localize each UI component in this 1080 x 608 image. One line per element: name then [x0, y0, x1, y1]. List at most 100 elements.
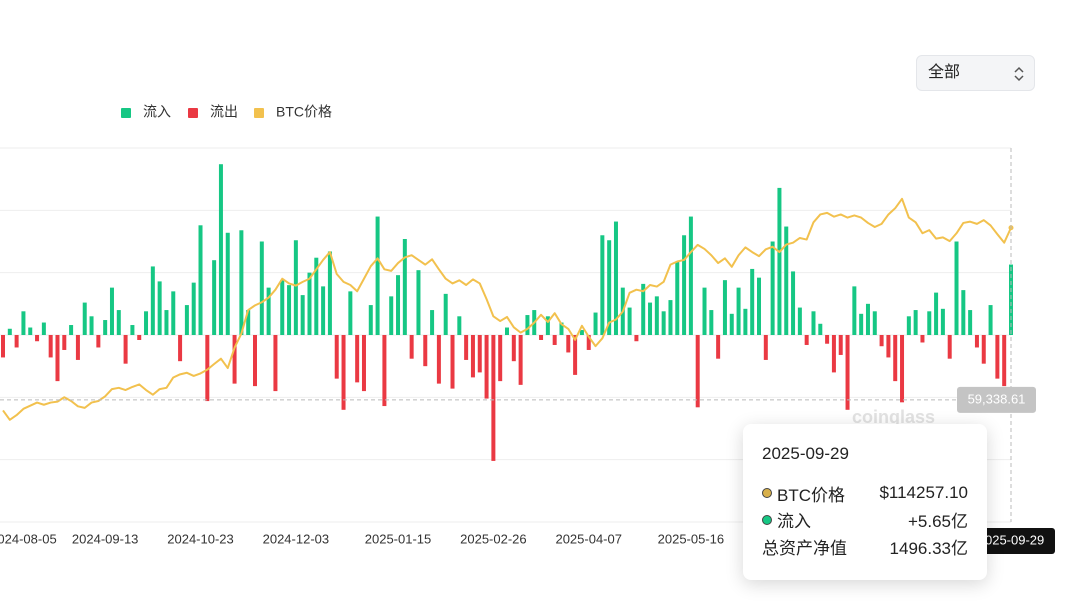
bar	[900, 335, 905, 403]
bar	[709, 310, 714, 335]
bar	[355, 335, 360, 383]
legend-label: 流入	[143, 104, 171, 120]
cursor-x-label: 2025-09-29	[978, 532, 1045, 547]
bar	[273, 335, 278, 392]
x-tick-label: 2024-09-13	[72, 531, 139, 546]
bar	[831, 335, 836, 373]
bar	[69, 325, 74, 335]
bar	[402, 239, 407, 335]
bar	[757, 277, 761, 335]
bar	[137, 335, 142, 340]
legend-swatch	[254, 108, 264, 118]
bar	[239, 230, 244, 335]
bar	[954, 241, 959, 335]
x-tick-label: 2025-05-16	[658, 531, 725, 546]
bar	[287, 285, 292, 335]
bar	[443, 293, 448, 335]
bar	[218, 164, 223, 335]
x-tick-label: 2025-04-07	[555, 531, 622, 546]
bar	[845, 335, 850, 410]
bar	[968, 310, 973, 335]
bar	[838, 335, 843, 355]
select-arrows	[1014, 66, 1024, 82]
bar	[695, 335, 700, 408]
bar	[1002, 335, 1007, 387]
bar	[198, 225, 203, 335]
bar	[41, 322, 46, 335]
bar	[109, 287, 114, 335]
bar	[123, 335, 128, 364]
bar	[981, 335, 986, 364]
bar	[293, 240, 298, 335]
bar	[729, 313, 734, 335]
bar	[974, 335, 979, 348]
bar	[702, 287, 707, 335]
bar	[988, 305, 993, 335]
bar	[559, 322, 564, 335]
tooltip: 2025-09-29 BTC价格 $114257.10 流入 +5.65亿 总资产净…	[743, 424, 987, 580]
bar	[661, 311, 666, 335]
bar	[28, 327, 33, 335]
bar	[457, 316, 462, 335]
bar	[525, 315, 530, 335]
bar	[14, 335, 19, 348]
bar	[144, 311, 149, 335]
bar	[382, 335, 387, 407]
bar	[818, 323, 823, 335]
bar	[750, 268, 755, 335]
bar	[682, 235, 687, 335]
bar	[164, 310, 169, 335]
tooltip-row: 流入 +5.65亿	[762, 507, 968, 534]
bar	[307, 272, 312, 335]
bar	[586, 335, 591, 350]
bar	[804, 335, 809, 345]
bar	[1009, 264, 1013, 335]
tooltip-row: 总资产净值 1496.33亿	[762, 533, 968, 560]
bar	[641, 283, 646, 335]
bar	[825, 335, 830, 344]
bar	[259, 241, 264, 335]
bar	[811, 311, 816, 335]
bar	[225, 232, 230, 335]
bar	[232, 335, 237, 384]
x-tick-label: 2025-01-15	[365, 531, 432, 546]
bar	[947, 335, 952, 359]
bar	[961, 290, 966, 335]
tooltip-value: $114257.10	[879, 483, 968, 503]
bar	[654, 296, 659, 335]
bar	[859, 313, 864, 335]
bar	[130, 325, 135, 335]
tooltip-date: 2025-09-29	[762, 444, 849, 463]
bar	[103, 320, 108, 335]
bar	[205, 335, 210, 402]
bar	[368, 305, 373, 335]
bar	[75, 335, 80, 360]
bar	[82, 302, 87, 335]
bar	[321, 286, 326, 335]
tooltip-label: 总资产净值	[762, 538, 847, 558]
bar	[314, 257, 319, 335]
bar	[648, 302, 653, 335]
bar	[477, 335, 482, 373]
bar	[55, 335, 60, 382]
bar	[171, 291, 176, 335]
bar	[566, 335, 571, 353]
bar	[416, 270, 421, 335]
dot	[762, 514, 772, 525]
bar	[389, 296, 394, 335]
bar	[675, 261, 680, 335]
bar	[539, 335, 544, 340]
bar	[934, 292, 939, 335]
range-select[interactable]: 全部	[916, 55, 1035, 91]
bar	[886, 335, 891, 358]
x-tick-label: 2025-02-26	[460, 531, 527, 546]
bar	[62, 335, 67, 350]
bar	[375, 216, 380, 335]
bar	[777, 187, 782, 335]
bar	[348, 291, 353, 335]
x-tick-label: 2024-12-03	[263, 531, 330, 546]
bar	[191, 282, 196, 335]
bar	[96, 335, 101, 348]
legend-swatch	[188, 108, 198, 118]
